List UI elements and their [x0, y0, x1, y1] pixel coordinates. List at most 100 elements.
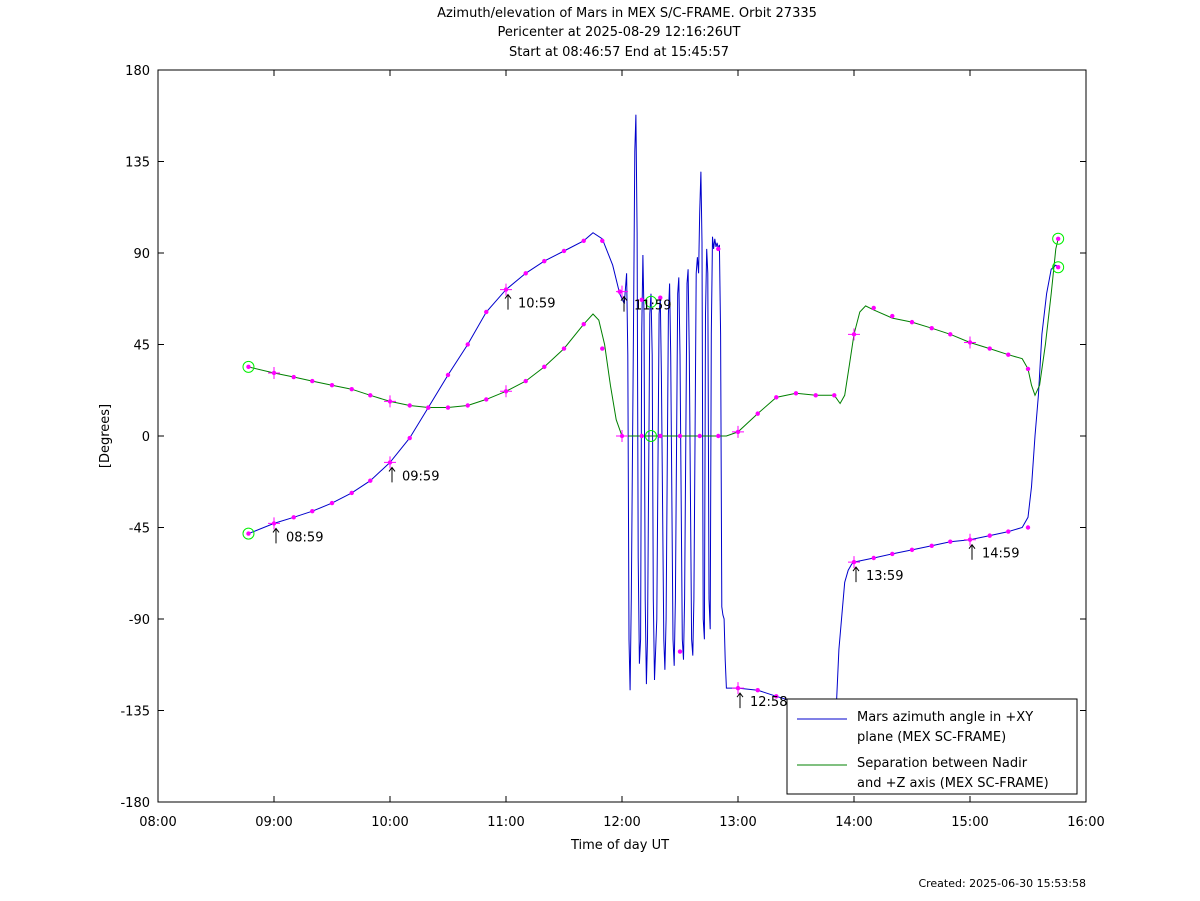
- marker-layer: [242, 232, 1065, 699]
- hour-cross-marker: [384, 395, 396, 408]
- endpoint-circle-marker: [645, 430, 657, 442]
- data-point-marker: [542, 258, 547, 264]
- y-tick-label: 135: [125, 156, 150, 171]
- data-point-marker: [929, 326, 934, 331]
- endpoint-circle-marker: [1052, 261, 1065, 274]
- data-point-marker: [639, 297, 644, 302]
- data-point-marker: [484, 397, 489, 402]
- y-tick-label: -135: [120, 705, 150, 720]
- data-point-marker: [697, 433, 702, 439]
- created-timestamp: Created: 2025-06-30 15:53:58: [918, 877, 1086, 890]
- data-point-marker: [426, 405, 431, 410]
- data-point-marker: [677, 649, 683, 654]
- data-point-marker: [561, 346, 567, 351]
- data-point-marker: [948, 539, 953, 544]
- data-point-marker: [793, 391, 799, 396]
- data-point-marker: [1055, 236, 1061, 241]
- hour-cross-marker: [384, 456, 396, 469]
- hour-cross-marker: [732, 682, 744, 695]
- data-point-marker: [310, 378, 315, 384]
- time-annotation: 08:59: [286, 530, 323, 545]
- data-point-marker: [774, 694, 779, 699]
- y-tick-label: 0: [142, 430, 150, 445]
- data-point-marker: [349, 490, 354, 496]
- data-point-marker: [890, 313, 895, 319]
- legend-label: Separation between Nadir: [857, 756, 1028, 771]
- annotation-arrow: [620, 295, 628, 312]
- y-axis-label: [Degrees]: [98, 404, 113, 468]
- data-point-marker: [329, 500, 335, 506]
- data-point-marker: [246, 364, 251, 370]
- data-point-marker: [484, 309, 489, 315]
- series-layer: [248, 114, 1059, 710]
- hour-cross-marker: [500, 283, 512, 296]
- endpoint-circle-marker: [242, 360, 255, 373]
- data-point-marker: [1055, 265, 1061, 270]
- data-point-marker: [716, 246, 721, 252]
- time-annotation: 10:59: [518, 297, 555, 312]
- annotation-arrow: [736, 692, 744, 709]
- series-line-1: [248, 114, 1059, 710]
- data-point-marker: [716, 433, 721, 439]
- data-point-marker: [948, 332, 953, 337]
- data-point-marker: [523, 378, 528, 384]
- hour-cross-marker: [616, 430, 628, 442]
- data-point-marker: [658, 295, 663, 300]
- data-point-marker: [909, 547, 915, 553]
- annotation-arrow: [388, 466, 396, 483]
- data-point-marker: [581, 321, 586, 327]
- data-point-marker: [329, 382, 335, 388]
- x-tick-label: 11:00: [487, 815, 524, 830]
- hour-cross-marker: [964, 336, 976, 349]
- chart-title-line-2: Pericenter at 2025-08-29 12:16:26UT: [497, 25, 740, 40]
- data-point-marker: [929, 543, 934, 548]
- x-tick-label: 15:00: [951, 815, 988, 830]
- data-point-marker: [813, 393, 818, 398]
- time-annotation: 13:59: [866, 569, 903, 584]
- hour-cross-marker: [732, 425, 744, 438]
- data-point-marker: [1006, 352, 1011, 357]
- y-tick-label: -90: [129, 613, 150, 628]
- y-tick-label: 90: [133, 247, 150, 262]
- annotation-arrow: [968, 543, 976, 560]
- annotation-arrow: [852, 566, 860, 583]
- data-point-marker: [774, 395, 779, 400]
- legend-label: Mars azimuth angle in +XY: [857, 710, 1033, 725]
- time-annotation: 11:59: [634, 299, 671, 314]
- hour-cross-marker: [500, 385, 512, 398]
- x-axis-label: Time of day UT: [570, 838, 669, 853]
- data-point-marker: [310, 509, 315, 514]
- y-tick-label: 45: [133, 339, 150, 354]
- hour-cross-marker: [268, 517, 280, 530]
- data-point-marker: [523, 271, 528, 276]
- series-line-2: [248, 238, 1059, 437]
- data-point-marker: [600, 346, 605, 351]
- axis-ticks: 08:00 09:00 10:00 11:00 12:00 13:00 14:00 15:00…: [120, 64, 1104, 830]
- data-point-marker: [1025, 366, 1031, 372]
- data-point-marker: [349, 387, 354, 392]
- time-annotation: 12:58: [750, 695, 787, 710]
- data-point-marker: [871, 555, 876, 561]
- data-point-marker: [368, 393, 373, 398]
- data-point-marker: [677, 433, 683, 439]
- data-point-marker: [909, 319, 915, 325]
- data-point-marker: [542, 364, 547, 370]
- data-point-marker: [755, 411, 760, 416]
- x-tick-label: 13:00: [719, 815, 756, 830]
- x-tick-label: 16:00: [1067, 815, 1104, 830]
- x-tick-label: 12:00: [603, 815, 640, 830]
- data-point-marker: [581, 238, 586, 243]
- x-tick-label: 09:00: [255, 815, 292, 830]
- legend: Mars azimuth angle in +XY plane (MEX SC-F…: [786, 698, 1078, 795]
- data-point-marker: [445, 405, 451, 410]
- x-tick-label: 10:00: [371, 815, 408, 830]
- endpoint-circle-marker: [645, 295, 657, 308]
- data-point-marker: [639, 433, 644, 439]
- endpoint-circle-marker: [1052, 232, 1065, 245]
- annotation-arrow: [272, 527, 280, 544]
- data-point-marker: [1006, 529, 1011, 534]
- data-point-marker: [871, 305, 876, 311]
- x-tick-label: 14:00: [835, 815, 872, 830]
- hour-cross-marker: [848, 328, 860, 341]
